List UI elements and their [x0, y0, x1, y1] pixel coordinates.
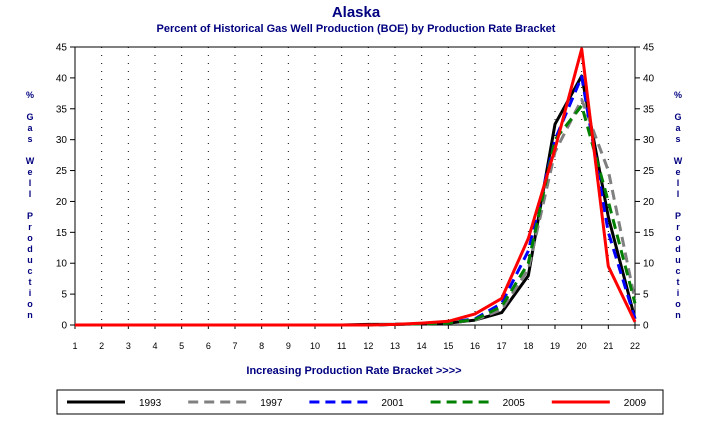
legend: 1993 1997 2001 2005 2009 — [56, 389, 664, 415]
y-tick-label-left: 45 — [56, 43, 68, 54]
x-tick-label: 11 — [337, 341, 346, 351]
x-tick-label: 18 — [523, 341, 533, 351]
x-tick-label: 4 — [152, 341, 157, 351]
x-tick-label: 10 — [310, 341, 320, 351]
y-tick-label-left: 5 — [61, 290, 67, 301]
x-tick-label: 1 — [72, 341, 77, 351]
series-line-1993 — [75, 74, 637, 327]
x-tick-label: 8 — [259, 341, 264, 351]
x-tick-label: 16 — [470, 341, 480, 351]
y-tick-label-right: 30 — [643, 135, 655, 146]
y-tick-label-right: 0 — [643, 321, 649, 332]
plot-frame — [74, 46, 636, 326]
series-line-2009 — [75, 47, 637, 327]
legend-label-2001: 2001 — [381, 398, 404, 409]
x-tick-label: 13 — [390, 341, 400, 351]
chart-subtitle: Percent of Historical Gas Well Productio… — [157, 23, 556, 35]
x-tick-label: 9 — [286, 341, 291, 351]
legend-label-2005: 2005 — [503, 398, 526, 409]
x-tick-label: 6 — [206, 341, 211, 351]
y-tick-label-right: 25 — [643, 166, 655, 177]
y-tick-label-left: 40 — [56, 73, 68, 84]
y-tick-label-left: 35 — [56, 104, 68, 115]
plot-border — [74, 46, 636, 326]
y-tick-label-left: 15 — [56, 228, 68, 239]
x-tick-label: 2 — [99, 341, 104, 351]
y-tick-label-right: 40 — [643, 73, 655, 84]
chart-title: Alaska — [332, 4, 381, 21]
x-axis-label: Increasing Production Rate Bracket >>>> — [246, 365, 461, 377]
y-tick-label-right: 45 — [643, 43, 655, 54]
x-tick-label: 17 — [497, 341, 507, 351]
x-tick-label: 7 — [232, 341, 237, 351]
x-tick-label: 22 — [630, 341, 640, 351]
y-tick-label-left: 30 — [56, 135, 68, 146]
x-tick-label: 12 — [363, 341, 373, 351]
series-line-2001 — [75, 75, 637, 327]
x-tick-label: 20 — [577, 341, 587, 351]
y-tick-label-right: 35 — [643, 104, 655, 115]
legend-label-1997: 1997 — [260, 398, 283, 409]
y-tick-label-right: 5 — [643, 290, 649, 301]
legend-label-2009: 2009 — [624, 398, 647, 409]
x-tick-label: 14 — [417, 341, 427, 351]
y-tick-label-right: 20 — [643, 197, 655, 208]
y-tick-label-left: 0 — [61, 321, 67, 332]
y-tick-label-left: 20 — [56, 197, 68, 208]
series-line-1997 — [75, 98, 637, 327]
grid — [74, 47, 636, 325]
x-tick-label: 21 — [603, 341, 613, 351]
series-lines — [75, 47, 637, 327]
y-tick-label-left: 10 — [56, 259, 68, 270]
x-tick-label: 15 — [443, 341, 453, 351]
x-tick-label: 5 — [179, 341, 184, 351]
y-tick-label-right: 10 — [643, 259, 655, 270]
y-tick-label-left: 25 — [56, 166, 68, 177]
legend-label-1993: 1993 — [139, 398, 162, 409]
x-tick-label: 19 — [550, 341, 560, 351]
x-tick-label: 3 — [126, 341, 131, 351]
y-tick-label-right: 15 — [643, 228, 655, 239]
